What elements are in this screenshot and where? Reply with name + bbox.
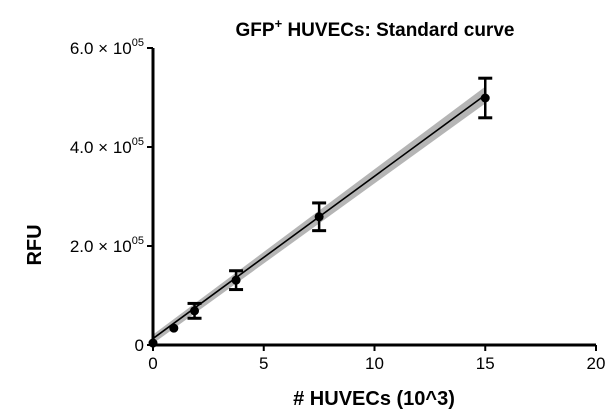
x-tick-label: 15 (476, 354, 495, 373)
x-axis-title: # HUVECs (10^3) (293, 388, 455, 410)
y-tick-label: 4.0 × 1005 (70, 136, 144, 157)
x-tick-label: 5 (259, 354, 268, 373)
data-point (480, 93, 490, 103)
y-tick-label: 2.0 × 1005 (70, 235, 144, 256)
data-point (169, 323, 179, 333)
data-point (190, 306, 200, 316)
data-point (314, 212, 324, 222)
plot-area: 0 5 10 15 20 0 2.0 × 1005 4.0 × 1005 6.0 × 1005 (70, 37, 606, 373)
chart-title: GFP+ HUVECs: Standard curve (236, 16, 515, 41)
data-point (231, 275, 241, 285)
y-tick-label: 6.0 × 1005 (70, 37, 144, 58)
x-tick-label: 0 (148, 354, 157, 373)
y-tick-label: 0 (135, 336, 144, 355)
x-tick-label: 10 (365, 354, 384, 373)
data-point (148, 338, 158, 348)
x-tick-label: 20 (587, 354, 606, 373)
y-axis-title: RFU (24, 224, 46, 265)
